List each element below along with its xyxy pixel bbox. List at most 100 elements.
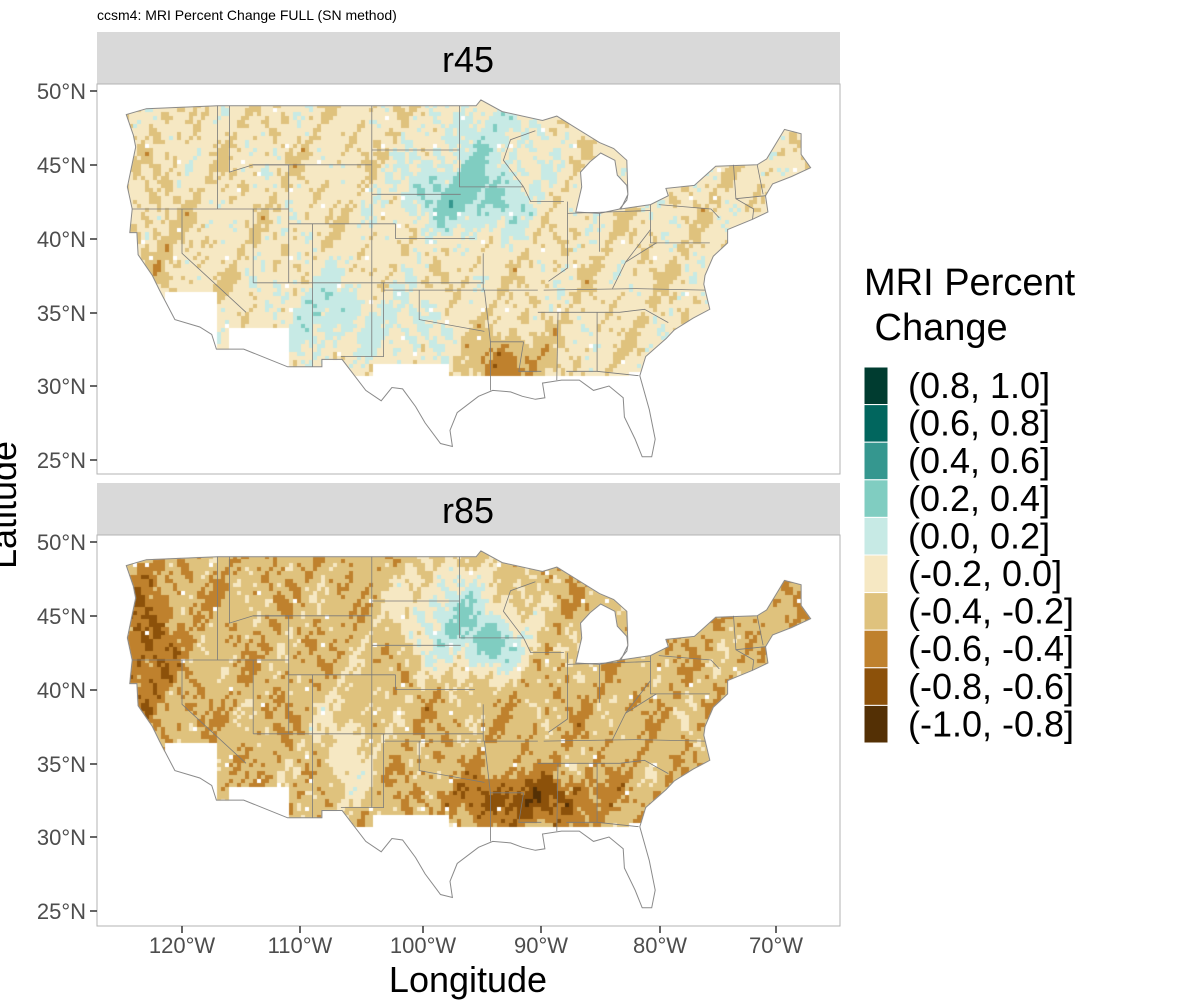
state-border	[502, 130, 536, 188]
country-outline	[125, 550, 812, 909]
state-border	[543, 739, 706, 742]
figure-title: ccsm4: MRI Percent Change FULL (SN metho…	[97, 7, 397, 23]
lat-tick-label: 40°N	[37, 227, 86, 252]
lat-tick-label: 50°N	[37, 530, 86, 555]
state-border	[733, 164, 755, 220]
state-border	[735, 195, 766, 200]
state-border	[625, 229, 651, 263]
legend-key	[863, 479, 889, 518]
lon-tick-label: 110°W	[268, 933, 333, 958]
legend-key	[863, 404, 889, 443]
state-border	[567, 210, 651, 214]
lat-tick-label: 45°N	[37, 153, 86, 178]
state-border	[502, 581, 536, 639]
lon-axis: 120°W 110°W 100°W 90°W 80°W 70°W	[149, 926, 803, 958]
state-border	[548, 652, 568, 733]
legend-key	[863, 629, 889, 669]
raster-layer	[97, 535, 840, 926]
strip-label-r45: r45	[442, 39, 494, 80]
state-border	[395, 674, 475, 690]
lat-tick-label: 35°N	[37, 301, 86, 326]
state-border	[523, 186, 564, 202]
state-border	[567, 661, 651, 665]
state-border	[518, 792, 542, 823]
lat-axis-r45: 50°N 45°N 40°N 35°N 30°N 25°N	[37, 79, 97, 473]
lon-tick-label: 70°W	[749, 933, 803, 958]
raster-layer	[97, 85, 840, 474]
legend: MRI Percent Change (0.8, 1.0](0.6, 0.8] (…	[863, 262, 1076, 744]
legend-key	[863, 667, 889, 706]
lat-axis-r85: 50°N 45°N 40°N 35°N 30°N 25°N	[37, 530, 97, 924]
panel-r85: r85	[96, 483, 841, 927]
legend-label: (-0.4, -0.2]	[908, 591, 1074, 632]
state-border	[459, 105, 524, 188]
state-border	[459, 556, 524, 639]
y-axis-title: Latitude	[0, 441, 24, 569]
x-axis-title: Longitude	[389, 959, 547, 1000]
lon-tick-label: 90°W	[514, 933, 568, 958]
state-border	[181, 209, 247, 313]
state-border	[756, 164, 764, 195]
lat-tick-label: 25°N	[37, 899, 86, 924]
lon-tick-label: 80°W	[633, 933, 687, 958]
lon-tick-label: 100°W	[390, 933, 457, 958]
state-border	[418, 290, 485, 332]
legend-key	[863, 516, 889, 556]
state-border	[612, 242, 657, 289]
state-border	[756, 615, 764, 646]
legend-label: (-1.0, -0.8]	[908, 703, 1074, 744]
state-border	[395, 223, 475, 239]
legend-key	[863, 704, 889, 744]
state-border	[658, 655, 720, 670]
lat-tick-label: 30°N	[37, 825, 86, 850]
legend-title-line1: MRI Percent	[864, 262, 1076, 304]
state-border	[543, 288, 706, 291]
lon-tick-label: 120°W	[149, 933, 216, 958]
state-border	[340, 282, 384, 357]
legend-key	[863, 366, 889, 406]
country-outline	[125, 99, 812, 458]
state-border	[605, 308, 669, 323]
state-border	[556, 763, 559, 832]
legend-label: (0.0, 0.2]	[908, 515, 1050, 556]
state-border	[625, 680, 651, 714]
legend-label: (0.2, 0.4]	[908, 478, 1050, 519]
state-border	[650, 655, 710, 695]
state-border	[650, 204, 710, 244]
state-border	[518, 341, 542, 372]
legend-key	[863, 441, 889, 481]
legend-key	[863, 554, 889, 594]
legend-title-line2: Change	[864, 307, 1008, 349]
state-border	[556, 312, 559, 381]
state-border	[548, 201, 568, 282]
state-border	[612, 693, 657, 740]
map-r45	[97, 85, 840, 474]
strip-r85	[97, 483, 840, 535]
lat-tick-label: 30°N	[37, 374, 86, 399]
strip-label-r85: r85	[442, 490, 494, 531]
legend-label: (-0.6, -0.4]	[908, 628, 1074, 669]
lat-tick-label: 40°N	[37, 678, 86, 703]
legend-label: (0.6, 0.8]	[908, 403, 1050, 444]
panel-r45: r45	[96, 32, 841, 475]
legend-label: (-0.2, 0.0]	[908, 553, 1062, 594]
lat-tick-label: 50°N	[37, 79, 86, 104]
lat-tick-label: 45°N	[37, 604, 86, 629]
state-border	[735, 646, 766, 651]
state-border	[605, 759, 669, 774]
state-border	[181, 660, 247, 764]
map-r85	[97, 535, 840, 926]
state-border	[340, 733, 384, 808]
lat-tick-label: 25°N	[37, 448, 86, 473]
state-border	[523, 637, 564, 653]
legend-label: (0.8, 1.0]	[908, 365, 1050, 406]
state-border	[418, 741, 485, 783]
state-border	[733, 615, 755, 671]
legend-label: (-0.8, -0.6]	[908, 666, 1074, 707]
strip-r45	[97, 32, 840, 84]
state-border	[597, 370, 639, 377]
state-border	[658, 204, 720, 219]
lat-tick-label: 35°N	[37, 752, 86, 777]
state-border	[597, 821, 639, 828]
